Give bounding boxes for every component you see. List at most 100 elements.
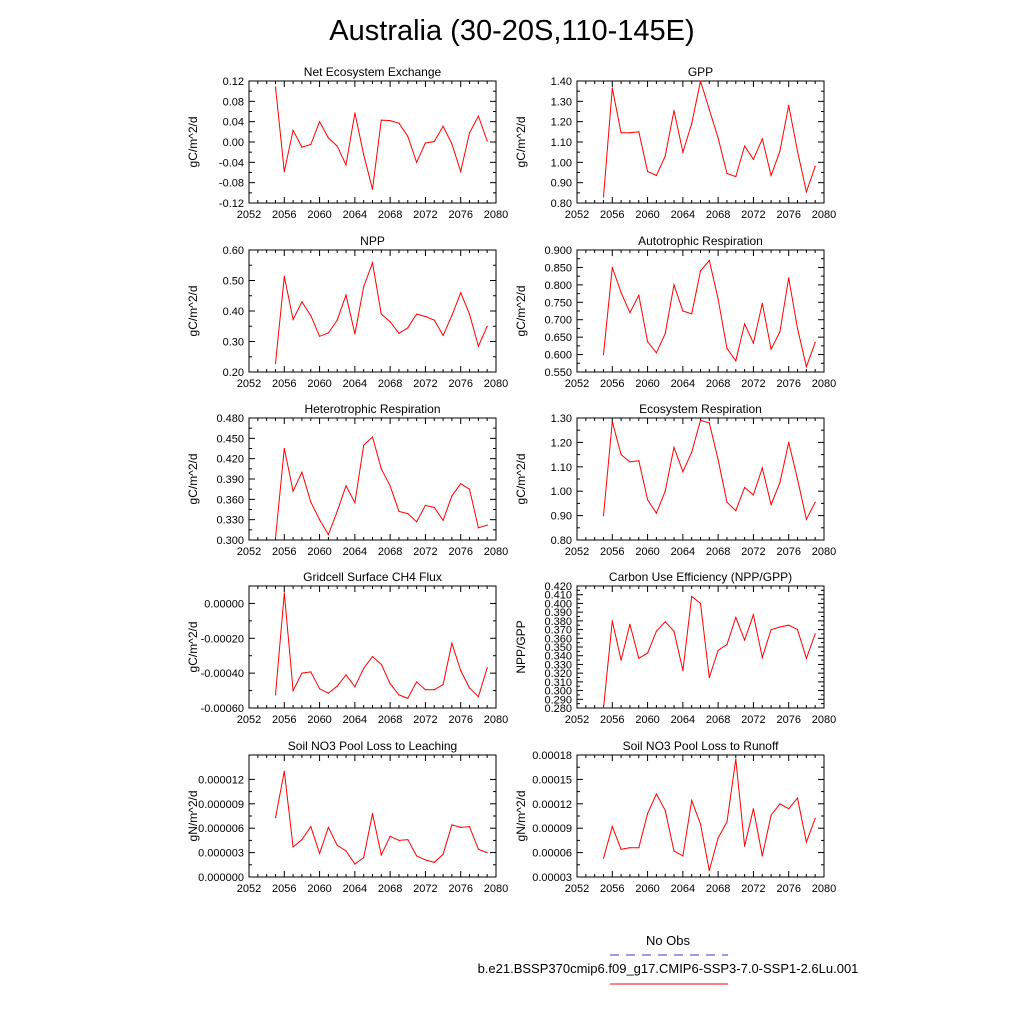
x-tick-label: 2072	[741, 546, 765, 558]
y-tick-label: 0.00009	[532, 823, 572, 835]
data-point	[770, 504, 772, 506]
data-point	[620, 659, 622, 661]
data-point	[655, 174, 658, 177]
data-point	[664, 809, 666, 811]
data-point	[779, 803, 781, 805]
x-tick-label: 2080	[812, 714, 836, 726]
y-tick-label: 0.700	[544, 315, 572, 327]
panel-title: Soil NO3 Pool Loss to Runoff	[623, 739, 780, 753]
data-point	[620, 132, 622, 134]
y-tick-label: 1.10	[551, 137, 572, 149]
data-point	[602, 196, 605, 198]
y-axis-label: gC/m^2/d	[186, 454, 200, 505]
y-tick-label: 0.350	[544, 642, 572, 654]
data-point	[779, 626, 781, 628]
legend: No Obs b.e21.BSSP370cmip6.f09_g17.CMIP6-…	[478, 933, 859, 985]
y-tick-label: 0.000006	[198, 823, 244, 835]
y-tick-label: 0.12	[223, 76, 244, 88]
data-point	[274, 817, 277, 819]
data-point	[460, 669, 462, 672]
data-point	[717, 137, 719, 139]
y-tick-label: 0.900	[544, 245, 572, 257]
y-tick-label: 0.850	[544, 262, 572, 274]
data-point	[327, 534, 329, 536]
data-point	[691, 451, 693, 453]
data-point	[761, 138, 763, 140]
data-point	[292, 129, 294, 131]
y-tick-label: 1.30	[551, 413, 572, 425]
x-tick-label: 2052	[237, 883, 261, 895]
data-point	[770, 174, 772, 177]
data-point	[389, 485, 391, 487]
data-point	[433, 319, 435, 321]
data-point	[451, 642, 453, 644]
x-tick-label: 2064	[671, 714, 695, 726]
data-point	[274, 86, 277, 88]
data-point	[629, 847, 631, 849]
data-point	[717, 298, 719, 300]
y-tick-label: 1.00	[551, 486, 572, 498]
data-point	[310, 143, 312, 146]
data-point	[398, 694, 400, 696]
panel-title: Carbon Use Efficiency (NPP/GPP)	[609, 570, 792, 584]
x-tick-label: 2076	[776, 714, 800, 726]
data-point	[442, 334, 444, 336]
panel-soil-no3-pool-loss-to-runoff: Soil NO3 Pool Loss to Runoff gN/m^2/d 2052…	[514, 739, 836, 895]
data-point	[345, 294, 347, 296]
x-tick-label: 2064	[671, 546, 695, 558]
y-tick-label: 0.750	[544, 297, 572, 309]
data-point	[327, 692, 329, 694]
y-tick-label: -0.00060	[201, 703, 244, 715]
data-point	[602, 857, 605, 859]
data-point	[717, 837, 719, 839]
x-tick-label: 2076	[448, 209, 472, 221]
data-point	[336, 685, 338, 687]
panel-title: Ecosystem Respiration	[639, 402, 762, 416]
data-point	[726, 643, 728, 646]
data-point	[655, 512, 658, 514]
data-point	[460, 170, 462, 173]
y-tick-label: 0.650	[544, 332, 572, 344]
x-tick-label: 2080	[812, 546, 836, 558]
y-tick-label: 0.30	[223, 337, 244, 349]
data-point	[424, 504, 426, 506]
y-tick-label: 0.300	[216, 535, 244, 547]
data-point	[477, 345, 479, 347]
x-tick-label: 2060	[307, 883, 331, 895]
data-point	[336, 319, 338, 321]
data-point	[416, 681, 418, 683]
x-tick-label: 2064	[671, 378, 695, 390]
series-line	[603, 595, 816, 709]
data-point	[468, 313, 471, 315]
data-point	[416, 855, 418, 857]
x-tick-label: 2068	[378, 883, 402, 895]
data-point	[389, 683, 391, 685]
data-point	[301, 839, 303, 841]
panel-title: NPP	[360, 234, 385, 248]
y-tick-label: 1.30	[551, 96, 572, 108]
data-point	[620, 454, 622, 456]
data-point	[310, 826, 312, 828]
data-point	[336, 145, 338, 147]
x-tick-label: 2056	[600, 714, 624, 726]
panel-title: Heterotrophic Respiration	[304, 402, 440, 416]
data-point	[468, 687, 471, 689]
x-tick-label: 2080	[484, 546, 508, 558]
y-tick-label: 0.04	[223, 117, 244, 129]
legend-model-label: b.e21.BSSP370cmip6.f09_g17.CMIP6-SSP3-7.…	[478, 961, 859, 976]
series-line	[275, 87, 488, 190]
data-point	[796, 629, 799, 631]
panel-soil-no3-pool-loss-to-leaching: Soil NO3 Pool Loss to Leaching gN/m^2/d 20…	[186, 739, 508, 895]
y-tick-label: 0.90	[551, 511, 572, 523]
y-tick-label: 0.000009	[198, 799, 244, 811]
y-axis-label: gC/m^2/d	[514, 117, 528, 168]
data-point	[638, 657, 640, 659]
data-point	[805, 191, 808, 193]
y-tick-label: -0.00040	[201, 668, 244, 680]
data-point	[336, 844, 338, 846]
x-tick-label: 2052	[565, 714, 589, 726]
data-point	[779, 150, 781, 152]
data-point	[735, 616, 737, 619]
x-tick-label: 2052	[565, 546, 589, 558]
